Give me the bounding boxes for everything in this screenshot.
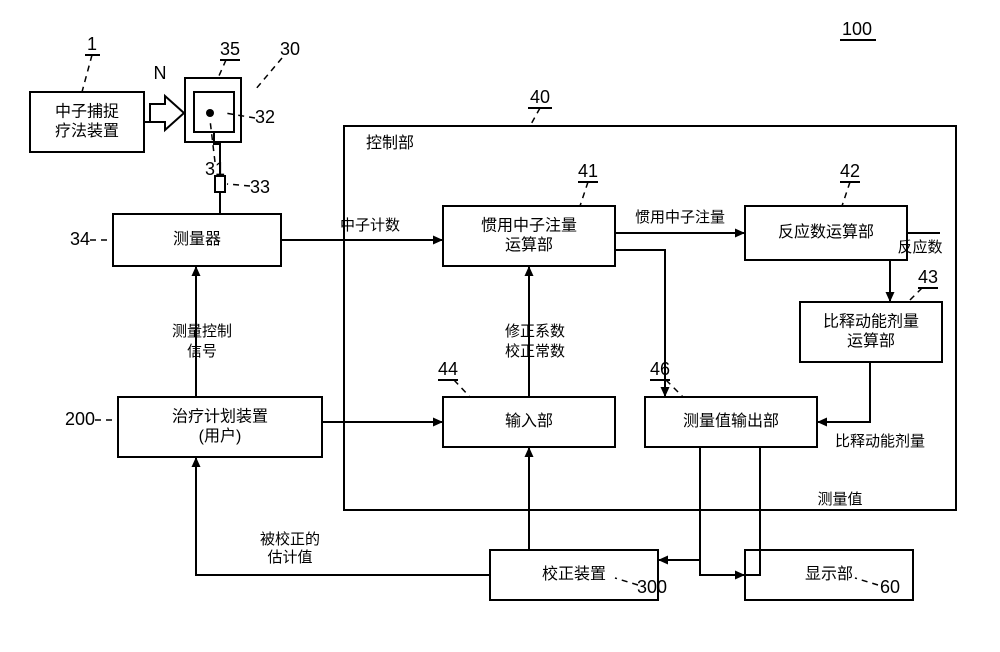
plan-device-label-0: 治疗计划装置 xyxy=(172,408,268,426)
ref-40: 40 xyxy=(528,87,552,126)
measurer: 测量器 xyxy=(113,214,281,266)
plan-device-label-1: (用户) xyxy=(199,427,242,445)
e-react-kerma-label-0: 反应数 xyxy=(897,238,942,256)
output-unit: 测量值输出部 xyxy=(645,397,817,447)
measurer-label-0: 测量器 xyxy=(173,230,221,248)
ref-200: 200 xyxy=(65,409,118,429)
therapy-device: 中子捕捉疗法装置 xyxy=(30,92,144,152)
ref-100-text: 100 xyxy=(842,19,872,39)
ref-42-text: 42 xyxy=(840,161,860,181)
ref-34: 34 xyxy=(70,229,112,249)
output-unit-label-0: 测量值输出部 xyxy=(683,412,779,430)
correction-label-0: 校正装置 xyxy=(542,565,606,583)
display-label-0: 显示部 xyxy=(805,565,853,583)
fluence-calc: 惯用中子注量运算部 xyxy=(443,206,615,266)
N-arrow xyxy=(150,96,184,130)
ref-60-text: 60 xyxy=(880,577,900,597)
e-meas-fluence-label-0: 中子计数 xyxy=(340,217,400,234)
ref-1-text: 1 xyxy=(87,34,97,54)
e-plan-meas-label-1: 信号 xyxy=(187,343,217,360)
e-corr-plan-label-1: 估计值 xyxy=(267,549,312,566)
ref-1: 1 xyxy=(82,34,100,92)
ref-34-text: 34 xyxy=(70,229,90,249)
ref-43-text: 43 xyxy=(918,267,938,287)
therapy-device-label-0: 中子捕捉 xyxy=(55,103,119,121)
ref-35-text: 35 xyxy=(220,39,240,59)
reaction-calc-label-0: 反应数运算部 xyxy=(778,222,874,241)
e-kerma-output-label-0: 比释动能剂量 xyxy=(835,433,925,450)
ref-35: 35 xyxy=(218,39,240,78)
plan-device: 治疗计划装置(用户) xyxy=(118,397,322,457)
controller-title: 控制部 xyxy=(366,134,414,152)
fluence-calc-label-0: 惯用中子注量 xyxy=(481,217,577,235)
reaction-calc: 反应数运算部 xyxy=(745,206,907,260)
ref-300-text: 300 xyxy=(637,577,667,597)
ref-33: 33 xyxy=(227,177,270,197)
e-input-fluence-label-0: 修正系数 xyxy=(505,323,565,340)
e-plan-meas-label-0: 测量控制 xyxy=(172,323,232,340)
det-dot xyxy=(206,109,214,117)
e-corr-plan-label-0: 被校正的 xyxy=(260,531,320,548)
ref-200-text: 200 xyxy=(65,409,95,429)
e-input-fluence-label-1: 校正常数 xyxy=(505,343,565,360)
ref-44-text: 44 xyxy=(438,359,458,379)
ref-100: 100 xyxy=(840,19,876,40)
kerma-calc-label-0: 比释动能剂量 xyxy=(823,313,919,331)
ref-41-text: 41 xyxy=(578,161,598,181)
ref-32-text: 32 xyxy=(255,107,275,127)
ref-30: 30 xyxy=(255,39,300,90)
kerma-calc-label-1: 运算部 xyxy=(847,331,895,350)
ref-46-text: 46 xyxy=(650,359,670,379)
therapy-device-label-1: 疗法装置 xyxy=(55,122,119,140)
detector-inner xyxy=(194,92,234,132)
ref-40-text: 40 xyxy=(530,87,550,107)
e-fluence-react-label-0: 惯用中子注量 xyxy=(635,209,725,226)
fluence-calc-label-1: 运算部 xyxy=(505,235,553,254)
e-output-corr-label-0: 测量值 xyxy=(817,491,862,508)
e-plan-meas: 测量控制信号 xyxy=(172,266,232,397)
kerma-calc: 比释动能剂量运算部 xyxy=(800,302,942,362)
input-unit-label-0: 输入部 xyxy=(505,412,553,430)
N-label: N xyxy=(154,63,167,83)
ref-30-text: 30 xyxy=(280,39,300,59)
input-unit: 输入部 xyxy=(443,397,615,447)
ref-33-text: 33 xyxy=(250,177,270,197)
correction: 校正装置 xyxy=(490,550,658,600)
